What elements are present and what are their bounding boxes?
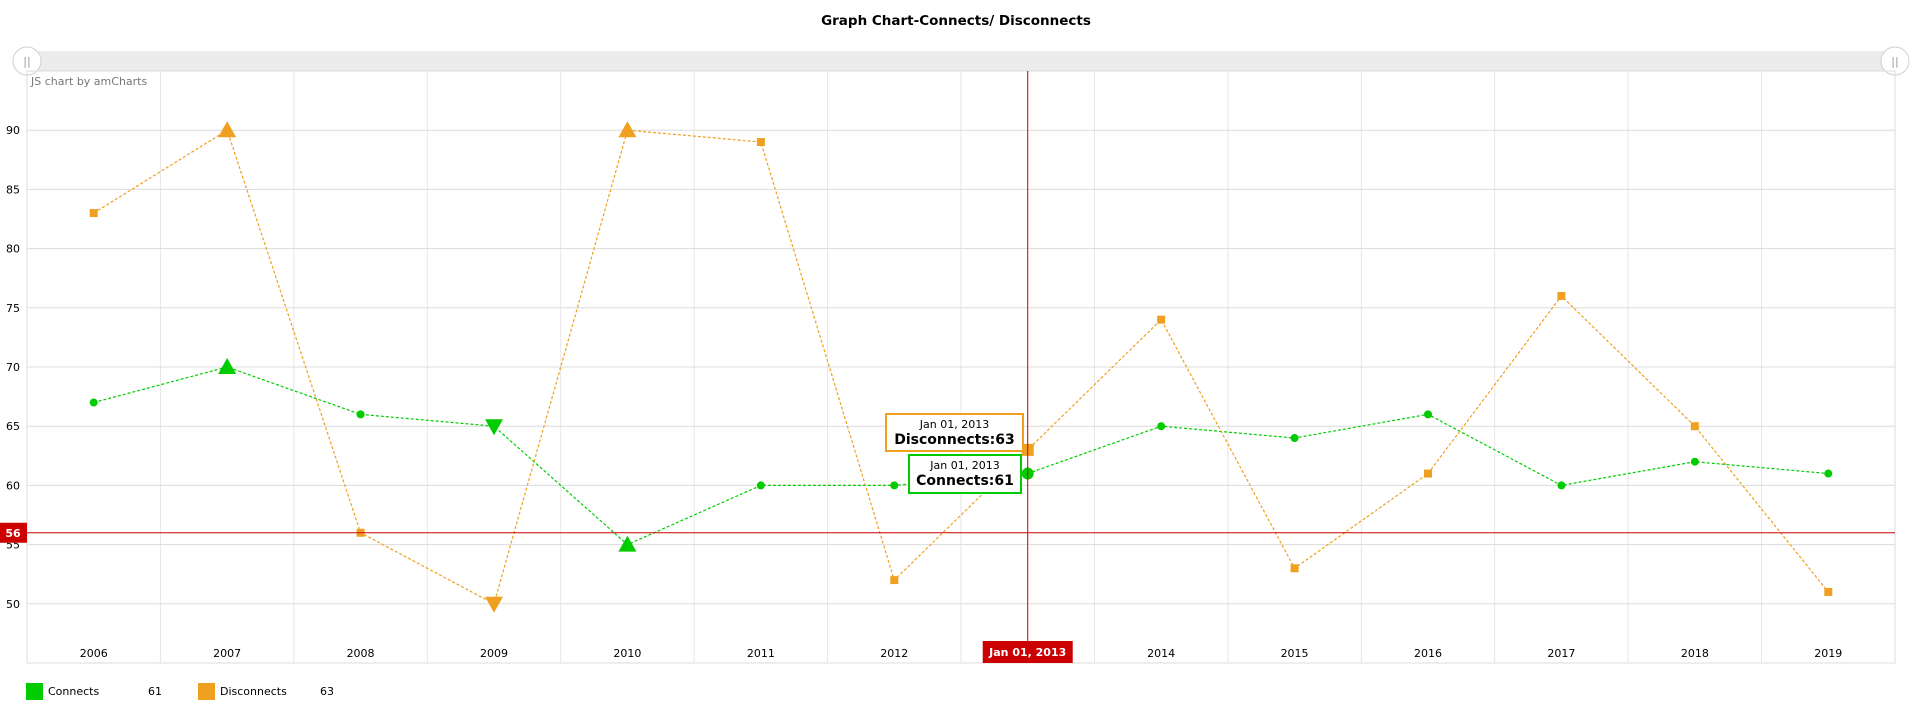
data-point-connects[interactable] xyxy=(1824,469,1833,478)
data-point-disconnects[interactable] xyxy=(218,121,237,138)
cursor-y-label-box xyxy=(0,522,27,543)
data-point-connects[interactable] xyxy=(1290,434,1299,443)
x-tick-label: 2014 xyxy=(1147,647,1175,660)
y-tick-label: 70 xyxy=(6,361,20,374)
data-point-connects[interactable] xyxy=(485,419,503,436)
scrollbar-track[interactable] xyxy=(27,51,1895,71)
data-point-disconnects[interactable] xyxy=(618,121,637,138)
x-tick-label: 2019 xyxy=(1814,647,1842,660)
legend-swatch-disconnects xyxy=(198,683,215,700)
chart-credit[interactable]: JS chart by amCharts xyxy=(30,75,147,88)
chart-title: Graph Chart-Connects/ Disconnects xyxy=(821,13,1091,29)
tooltip-value: Connects:61 xyxy=(916,473,1014,489)
data-point-disconnects[interactable] xyxy=(1424,469,1432,478)
x-tick-label: 2017 xyxy=(1547,647,1575,660)
data-point-disconnects[interactable] xyxy=(1690,422,1699,431)
series-line-disconnects xyxy=(93,129,1829,605)
legend-value-disconnects: 63 xyxy=(320,685,334,698)
legend-value-connects: 61 xyxy=(148,685,162,698)
data-point-disconnects[interactable] xyxy=(1557,291,1566,300)
scrollbar-grip-icon: || xyxy=(23,55,30,68)
y-tick-label: 50 xyxy=(6,598,20,611)
legend-item-connects[interactable]: Connects 61 xyxy=(26,683,184,700)
chart-legend: Connects 61 Disconnects 63 xyxy=(26,683,370,700)
data-point-disconnects[interactable] xyxy=(1824,587,1833,596)
chart-cursor: 56 Jan 01, 2013 xyxy=(0,71,1895,663)
x-tick-label: 2016 xyxy=(1414,647,1442,660)
legend-label-disconnects: Disconnects xyxy=(220,685,287,698)
x-tick-label: 2018 xyxy=(1681,647,1709,660)
y-tick-label: 90 xyxy=(6,124,20,137)
data-point-disconnects[interactable] xyxy=(890,576,899,585)
x-tick-label: 2012 xyxy=(880,647,908,660)
chart-lines xyxy=(93,129,1829,605)
y-tick-label: 60 xyxy=(6,479,20,492)
series-line-connects xyxy=(93,366,1829,546)
y-tick-label: 85 xyxy=(6,183,20,196)
data-point-connects[interactable] xyxy=(356,410,365,419)
data-point-disconnects[interactable] xyxy=(485,596,503,613)
tooltip-date: Jan 01, 2013 xyxy=(919,418,989,431)
data-point-connects[interactable] xyxy=(1424,410,1432,419)
y-tick-label: 65 xyxy=(6,420,20,433)
chart-grid xyxy=(26,70,1896,664)
cursor-x-label: Jan 01, 2013 xyxy=(988,646,1066,659)
scrollbar-right-grip[interactable]: || xyxy=(1880,46,1910,76)
data-point-connects[interactable] xyxy=(1557,481,1566,490)
data-point-connects[interactable] xyxy=(1690,457,1699,466)
data-point-connects[interactable] xyxy=(618,535,637,552)
data-point-disconnects[interactable] xyxy=(1290,564,1299,573)
data-point-connects[interactable] xyxy=(756,481,765,490)
legend-swatch-connects xyxy=(26,683,43,700)
data-point-connects[interactable] xyxy=(890,481,899,490)
x-tick-label: 2008 xyxy=(347,647,375,660)
data-point-connects[interactable] xyxy=(218,358,237,374)
data-point-disconnects[interactable] xyxy=(1157,315,1166,324)
y-tick-label: 75 xyxy=(6,302,20,315)
x-tick-label: 2006 xyxy=(80,647,108,660)
chart-markers[interactable] xyxy=(89,121,1833,613)
cursor-x-label-box xyxy=(982,641,1073,663)
tooltip-box xyxy=(885,413,1024,452)
x-tick-label: 2007 xyxy=(213,647,241,660)
data-point-connects[interactable] xyxy=(1157,422,1166,431)
tooltip-value: Disconnects:63 xyxy=(894,432,1015,448)
chart-axes: JS chart by amCharts50556065707580859020… xyxy=(6,75,1842,660)
x-tick-label: 2015 xyxy=(1281,647,1309,660)
x-tick-label: 2011 xyxy=(747,647,775,660)
legend-item-disconnects[interactable]: Disconnects 63 xyxy=(198,683,356,700)
data-point-connects[interactable] xyxy=(89,398,98,407)
data-point-disconnects[interactable] xyxy=(89,209,98,218)
tooltip-date: Jan 01, 2013 xyxy=(929,459,999,472)
tooltip-box xyxy=(908,454,1022,494)
data-point-disconnects[interactable] xyxy=(756,138,765,147)
x-tick-label: 2010 xyxy=(613,647,641,660)
cursor-y-label: 56 xyxy=(5,527,21,540)
x-tick-label: 2009 xyxy=(480,647,508,660)
chart-scrollbar[interactable]: || || xyxy=(12,46,1910,76)
legend-label-connects: Connects xyxy=(48,685,100,698)
scrollbar-grip-icon: || xyxy=(1891,55,1898,68)
y-tick-label: 80 xyxy=(6,243,20,256)
